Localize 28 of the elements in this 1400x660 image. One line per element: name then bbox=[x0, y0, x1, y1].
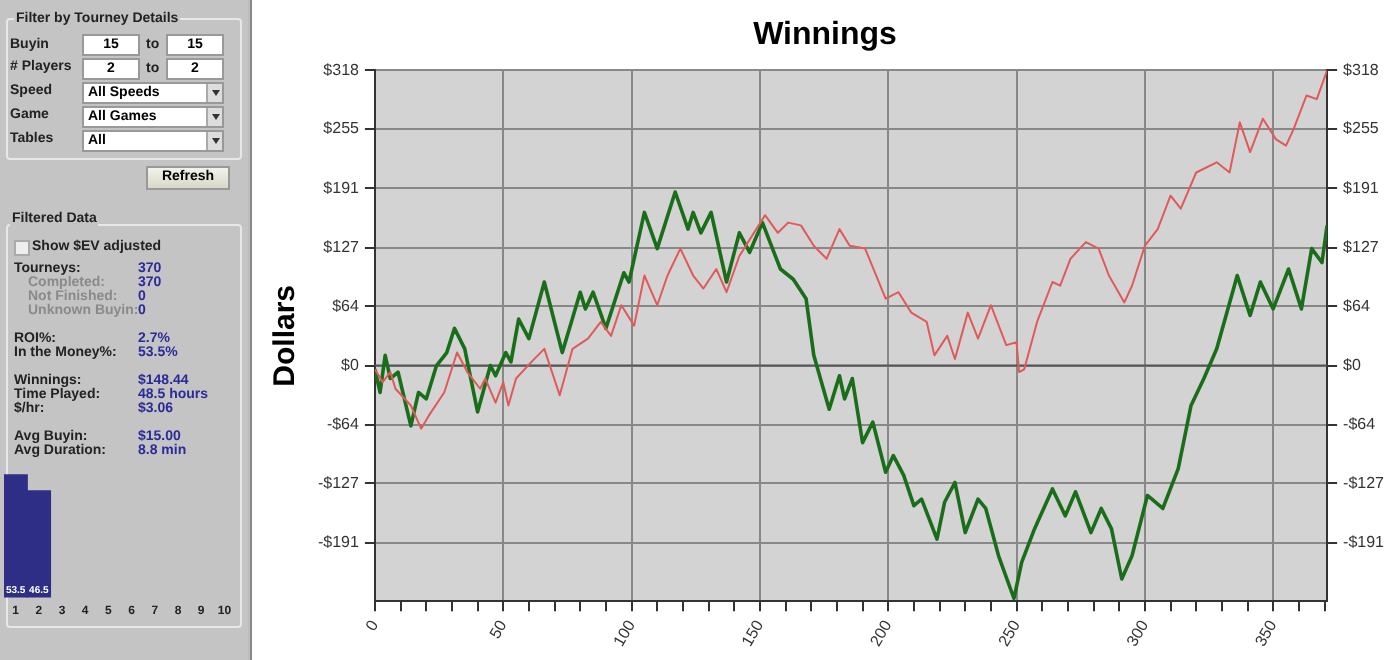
y2-tick-label: -$191 bbox=[1343, 533, 1386, 552]
y-tick-label: $255 bbox=[323, 119, 361, 138]
y-tick-label: $127 bbox=[323, 238, 361, 257]
y-tick-label: -$127 bbox=[317, 473, 361, 492]
y2-tick-label: $318 bbox=[1343, 60, 1380, 79]
y2-tick-label: $0 bbox=[1343, 355, 1362, 374]
y-tick-label: $191 bbox=[323, 178, 361, 197]
x-tick-label: 250 bbox=[994, 616, 1025, 650]
y-tick-label: -$191 bbox=[317, 533, 361, 552]
y2-tick-label: $64 bbox=[1343, 296, 1371, 315]
y-tick-label: $318 bbox=[323, 60, 361, 79]
y-axis-title: Dollars bbox=[268, 284, 303, 387]
y2-tick-label: -$127 bbox=[1343, 473, 1386, 492]
x-tick-label: 200 bbox=[866, 616, 897, 650]
x-tick-label: 0 bbox=[362, 616, 383, 634]
x-tick-label: 100 bbox=[609, 616, 640, 650]
y-tick-label: $0 bbox=[341, 355, 361, 374]
x-tick-label: 50 bbox=[486, 616, 512, 642]
y2-tick-label: $127 bbox=[1343, 238, 1380, 257]
chart-title: Winnings bbox=[753, 18, 898, 53]
x-tick-label: 350 bbox=[1251, 616, 1281, 650]
y2-tick-label: -$64 bbox=[1343, 415, 1377, 434]
y-tick-label: $64 bbox=[332, 296, 360, 315]
y-tick-label: -$64 bbox=[326, 415, 361, 434]
y2-tick-label: $255 bbox=[1343, 119, 1380, 138]
x-tick-label: 150 bbox=[738, 616, 768, 650]
y2-tick-label: $191 bbox=[1343, 178, 1380, 197]
x-tick-label: 300 bbox=[1123, 616, 1153, 650]
